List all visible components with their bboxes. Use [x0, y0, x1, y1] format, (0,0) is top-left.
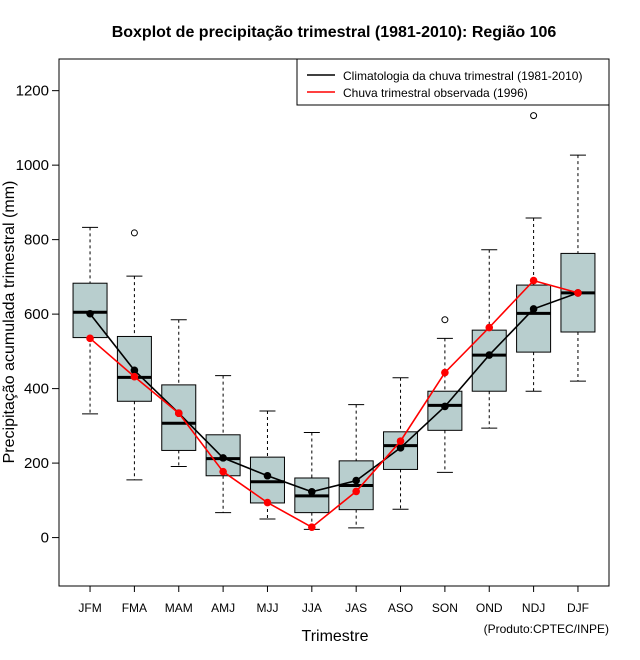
point-climatology-jja	[308, 487, 316, 496]
y-tick-label: 0	[41, 530, 49, 547]
x-tick-label: JAS	[345, 601, 367, 615]
outlier-ndj	[530, 112, 538, 120]
x-tick-label: AMJ	[211, 601, 235, 615]
series-group	[86, 276, 582, 531]
legend-label-observed: Chuva trimestral observada (1996)	[343, 86, 528, 100]
outlier-son	[441, 316, 449, 324]
y-tick-label: 1000	[16, 157, 49, 174]
y-tick-label: 200	[24, 455, 49, 472]
point-climatology-ndj	[529, 305, 538, 313]
chart-title: Boxplot de precipitação trimestral (1981…	[112, 24, 557, 41]
point-climatology-amj	[219, 454, 227, 462]
y-axis: 0 200 400 600 800 1000 1200	[16, 83, 59, 547]
y-axis-label: Precipitação acumulada trimestral (mm)	[1, 181, 18, 464]
x-tick-label: SON	[432, 601, 458, 615]
legend-frame	[296, 58, 610, 106]
x-tick-label: FMA	[122, 601, 147, 615]
legend: Climatologia da chuva trimestral (1981-2…	[296, 58, 610, 106]
point-climatology-jfm	[86, 309, 94, 318]
point-observed-mjj	[263, 498, 272, 507]
point-observed-jfm	[86, 334, 94, 343]
point-climatology-ond	[485, 351, 494, 359]
x-tick-label: MAM	[165, 601, 193, 615]
y-tick-label: 800	[24, 232, 49, 249]
x-axis: JFM FMA MAM AMJ MJJ JJA JAS ASO SON OND NDJ DJF	[78, 586, 589, 615]
point-observed-jja	[308, 523, 316, 531]
x-axis-label: Trimestre	[302, 628, 369, 645]
x-tick-label: MJJ	[256, 601, 278, 615]
point-climatology-son	[441, 402, 449, 411]
y-tick-label: 600	[24, 306, 49, 323]
series-line-observed	[89, 279, 579, 529]
y-tick-label: 400	[24, 381, 49, 398]
box-mam	[161, 384, 197, 451]
y-tick-label: 1200	[16, 83, 49, 100]
box-ond	[471, 329, 507, 392]
x-tick-label: ASO	[388, 601, 413, 615]
point-observed-son	[441, 368, 449, 377]
series-line-climatology	[89, 292, 579, 493]
credit-text: (Produto:CPTEC/INPE)	[484, 622, 609, 636]
point-observed-amj	[219, 467, 227, 476]
point-observed-aso	[396, 437, 405, 445]
x-tick-label: DJF	[567, 601, 589, 615]
point-observed-ond	[485, 323, 494, 332]
x-tick-label: NDJ	[522, 601, 545, 615]
outlier-fma	[130, 229, 138, 237]
point-climatology-fma	[130, 366, 139, 375]
box-ndj	[516, 284, 552, 353]
point-observed-djf	[574, 289, 582, 297]
point-observed-jas	[352, 487, 360, 496]
x-tick-label: OND	[476, 601, 503, 615]
point-observed-mam	[174, 409, 183, 417]
point-climatology-aso	[396, 444, 405, 452]
point-observed-fma	[130, 372, 139, 381]
box-group	[72, 112, 596, 530]
point-climatology-mjj	[263, 471, 272, 480]
box-son	[427, 390, 463, 431]
point-climatology-jas	[352, 476, 360, 485]
x-tick-label: JFM	[78, 601, 101, 615]
point-observed-ndj	[529, 276, 538, 285]
x-tick-label: JJA	[302, 601, 322, 615]
legend-label-climatology: Climatologia da chuva trimestral (1981-2…	[343, 69, 582, 83]
